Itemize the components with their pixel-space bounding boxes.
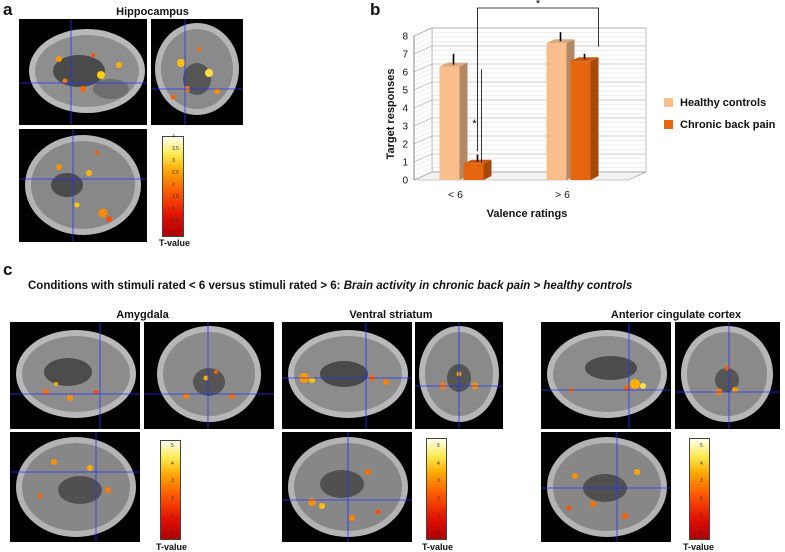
colorbar-label-anterior-cingulate: T-value	[683, 542, 715, 552]
colorbar-tick: 2	[171, 495, 174, 502]
chart-y-tick-label: 2	[402, 140, 408, 151]
colorbar-tick: 4	[700, 460, 703, 467]
mri-sagittal-amygdala	[10, 322, 140, 429]
chart-x-tick-label: < 6	[448, 189, 463, 201]
colorbar-label-amygdala: T-value	[156, 542, 188, 552]
target-responses-chart: 0 1 2 3 4 5 6 7 8 < 6 > 6 * * Valence ratings Target r…	[385, 0, 776, 220]
mri-axial-hippocampus	[19, 129, 147, 242]
chart-significance-star: *	[536, 0, 541, 10]
chart-legend-label: Healthy controls	[680, 97, 766, 109]
colorbar-label-ventral-striatum: T-value	[422, 542, 454, 552]
colorbar-tick: 0	[700, 531, 703, 537]
chart-y-tick-label: 4	[402, 104, 408, 115]
chart-gridline	[413, 32, 646, 41]
mri-coronal-ventral-striatum	[415, 322, 503, 429]
colorbar-tick: 1	[437, 513, 440, 520]
mri-coronal-hippocampus	[151, 19, 243, 125]
mri-sagittal-hippocampus	[19, 19, 147, 125]
colorbar-tick: 0	[172, 230, 175, 236]
region-title-anterior-cingulate: Anterior cingulate cortex	[610, 309, 742, 321]
chart-significance-star: *	[472, 118, 477, 130]
colorbar-tick: 5	[171, 443, 174, 449]
condition-description: Conditions with stimuli rated < 6 versus…	[28, 280, 632, 292]
colorbar-tick: 2	[172, 182, 175, 188]
chart-bar	[463, 154, 492, 180]
chart-bar-side	[483, 159, 492, 180]
colorbar-tick: 2.5	[172, 170, 179, 176]
colorbar-tick: 1.5	[172, 194, 179, 200]
colorbar-hippocampus	[162, 136, 184, 237]
colorbar-tick: 4	[172, 134, 175, 140]
chart-bar-front	[439, 66, 460, 180]
region-title-ventral-striatum: Ventral striatum	[349, 309, 433, 321]
colorbar-tick: 1	[172, 206, 175, 212]
chart-y-axis-label: Target responses	[385, 69, 397, 160]
mri-sagittal-ventral-striatum	[282, 322, 412, 429]
chart-significance-bracket	[477, 7, 599, 152]
chart-gridline	[413, 45, 646, 55]
colorbar-tick: 5	[700, 443, 703, 449]
colorbar-ventral-striatum	[426, 438, 447, 540]
chart-y-tick-label: 1	[402, 158, 408, 169]
colorbar-tick: 4	[171, 460, 174, 467]
chart-gridline	[413, 41, 646, 50]
colorbar-tick: 3.5	[172, 146, 179, 152]
colorbar-tick: 0.5	[172, 218, 179, 224]
colorbar-tick: 3	[172, 158, 175, 164]
chart-gridline	[413, 54, 646, 64]
colorbar-tick: 5	[437, 443, 440, 449]
colorbar-anterior-cingulate	[689, 438, 710, 540]
chart-x-axis-label: Valence ratings	[487, 208, 568, 220]
chart-y-tick-label: 0	[402, 176, 408, 187]
mri-axial-anterior-cingulate	[541, 432, 671, 542]
region-title-amygdala: Amygdala	[116, 309, 169, 321]
colorbar-amygdala	[160, 440, 181, 540]
colorbar-tick: 3	[171, 478, 174, 485]
chart-y-tick-label: 5	[402, 86, 408, 97]
colorbar-tick: 3	[700, 478, 703, 485]
panel-b-letter: b	[370, 0, 381, 19]
condition-italic: Brain activity in chronic back pain > he…	[343, 280, 633, 292]
mri-axial-amygdala	[10, 432, 140, 542]
chart-bar-front	[546, 43, 567, 181]
chart-gridline	[413, 27, 646, 37]
panel-a-title: Hippocampus	[116, 6, 189, 18]
chart-gridline	[413, 36, 646, 46]
colorbar-tick: 1	[700, 513, 703, 520]
chart-gridline	[413, 50, 646, 59]
chart-bar-side	[590, 57, 599, 181]
chart-legend-label: Chronic back pain	[680, 119, 776, 131]
colorbar-label-hippocampus: T-value	[159, 238, 191, 248]
colorbar-tick: 3	[437, 478, 440, 485]
panel-a-letter: a	[3, 0, 13, 19]
colorbar-tick: 4	[437, 460, 440, 467]
colorbar-tick: 0	[171, 531, 174, 537]
mri-sagittal-anterior-cingulate	[541, 322, 671, 429]
chart-y-tick-label: 7	[402, 50, 408, 61]
chart-y-tick-label: 8	[402, 32, 408, 43]
chart-bar	[570, 53, 599, 181]
mri-axial-ventral-striatum	[282, 432, 412, 542]
chart-legend-swatch	[664, 98, 673, 107]
chart-bar	[546, 32, 575, 181]
colorbar-tick: 2	[437, 495, 440, 502]
colorbar-tick: 1	[171, 513, 174, 520]
chart-legend-swatch	[664, 120, 673, 129]
chart-bar-side	[459, 62, 468, 180]
panel-c-letter: c	[3, 260, 13, 279]
chart-y-tick-label: 6	[402, 68, 408, 79]
chart-x-tick-label: > 6	[555, 189, 570, 201]
mri-coronal-anterior-cingulate	[675, 322, 780, 429]
condition-prefix: Conditions with stimuli rated < 6 versus…	[28, 280, 344, 292]
colorbar-tick: 2	[700, 495, 703, 502]
mri-coronal-amygdala	[144, 322, 274, 429]
chart-y-tick-label: 3	[402, 122, 408, 133]
chart-bar	[439, 53, 468, 180]
chart-bar-front	[463, 163, 484, 180]
colorbar-tick: 0	[437, 531, 440, 537]
chart-bar-front	[570, 61, 591, 181]
